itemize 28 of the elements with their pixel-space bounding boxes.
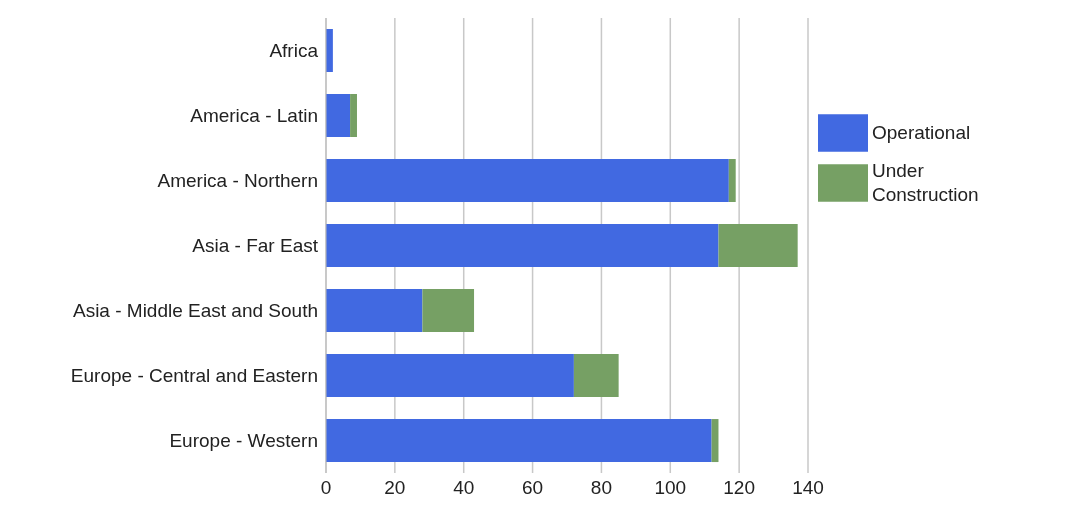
x-tick-label: 100	[654, 477, 687, 499]
bar	[728, 159, 736, 203]
bar	[326, 159, 729, 203]
y-tick-label: America - Northern	[157, 170, 318, 192]
y-tick-label: Africa	[269, 40, 319, 62]
legend-label: Under Construction	[872, 159, 980, 207]
bar	[326, 354, 574, 398]
x-tick-label: 60	[522, 477, 544, 499]
x-tick-label: 40	[453, 477, 475, 499]
legend-label: Operational	[872, 121, 971, 145]
bar	[422, 289, 475, 333]
x-tick-label: 80	[590, 477, 612, 499]
y-tick-label: Europe - Central and Eastern	[70, 365, 318, 387]
x-tick-label: 140	[792, 477, 824, 499]
y-tick-label: Europe - Western	[169, 430, 318, 452]
bar	[326, 289, 423, 333]
x-tick-label: 0	[320, 477, 332, 499]
bar	[718, 224, 798, 268]
x-tick-label: 20	[384, 477, 406, 499]
bar	[350, 94, 357, 138]
bar	[326, 224, 719, 268]
x-tick-label: 120	[723, 477, 755, 499]
bar	[326, 94, 351, 138]
y-tick-label: Asia - Far East	[192, 235, 319, 257]
bar	[573, 354, 619, 398]
bar	[326, 419, 712, 463]
y-tick-label: Asia - Middle East and South	[72, 300, 318, 322]
y-tick-label: America - Latin	[190, 105, 318, 127]
